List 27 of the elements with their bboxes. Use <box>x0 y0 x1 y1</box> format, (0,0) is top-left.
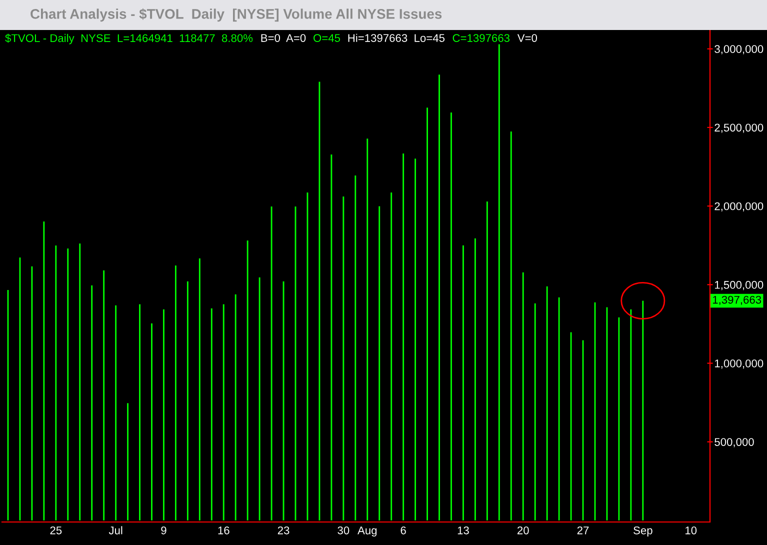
x-tick-label: 9 <box>161 526 166 534</box>
x-tick-label: Sep <box>634 526 652 537</box>
y-tick-label: 500,000 <box>714 438 754 448</box>
annotation: O=45 <box>314 34 340 42</box>
annotation: C=1397663 <box>452 34 510 42</box>
x-tick-label: 27 <box>577 526 589 534</box>
y-tick-label: 2,500,000 <box>714 124 764 133</box>
annotation: $TVOL - Daily NYSE L=1464941 118477 8.80% <box>5 34 253 44</box>
x-tick-label: 13 <box>458 526 469 534</box>
chart-title: Chart Analysis - $TVOL Daily [NYSE] Volume All NYSE Issues <box>30 8 442 22</box>
x-tick-label: 6 <box>400 526 406 534</box>
x-tick-label: 23 <box>278 526 290 534</box>
x-tick-label: 30 <box>338 526 350 534</box>
y-tick-label: 3,000,000 <box>714 45 764 54</box>
x-tick-label: Aug <box>358 526 377 537</box>
y-tick-label: 2,000,000 <box>714 202 764 212</box>
y-tick-label: 1,500,000 <box>715 280 764 290</box>
y-tick-label: 1,000,000 <box>715 360 764 369</box>
text: 1,397,663 <box>712 296 762 306</box>
annotation: Hi=1397663 Lo=45 <box>348 34 445 42</box>
x-tick-label: Jul <box>108 526 122 534</box>
annotation: V=0 <box>517 34 538 42</box>
x-tick-label: 16 <box>218 526 230 534</box>
annotation: B=0 A=0 <box>261 34 306 42</box>
x-tick-label: 10 <box>686 526 697 534</box>
x-tick-label: 20 <box>517 526 529 534</box>
x-tick-label: 25 <box>50 526 62 534</box>
